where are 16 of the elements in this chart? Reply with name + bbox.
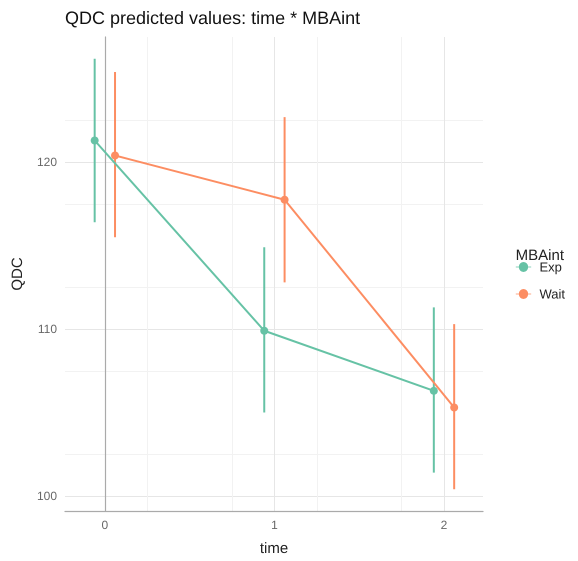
point [111,152,120,160]
y-tick-label: 120 [36,155,58,170]
point [450,404,458,412]
point [90,136,99,144]
legend-label: Wait [539,286,566,302]
point [430,386,438,395]
point [260,326,268,335]
chart-title: QDC predicted values: time * MBAint [65,8,360,28]
x-tick-label: 2 [440,518,448,532]
y-axis-title: QDC [9,257,26,291]
point [280,196,289,204]
x-tick-label: 0 [102,518,109,532]
x-axis-title: time [260,540,288,557]
y-tick-label: 100 [36,488,58,503]
y-tick-label: 110 [38,322,58,336]
x-tick-label: 1 [271,518,278,532]
